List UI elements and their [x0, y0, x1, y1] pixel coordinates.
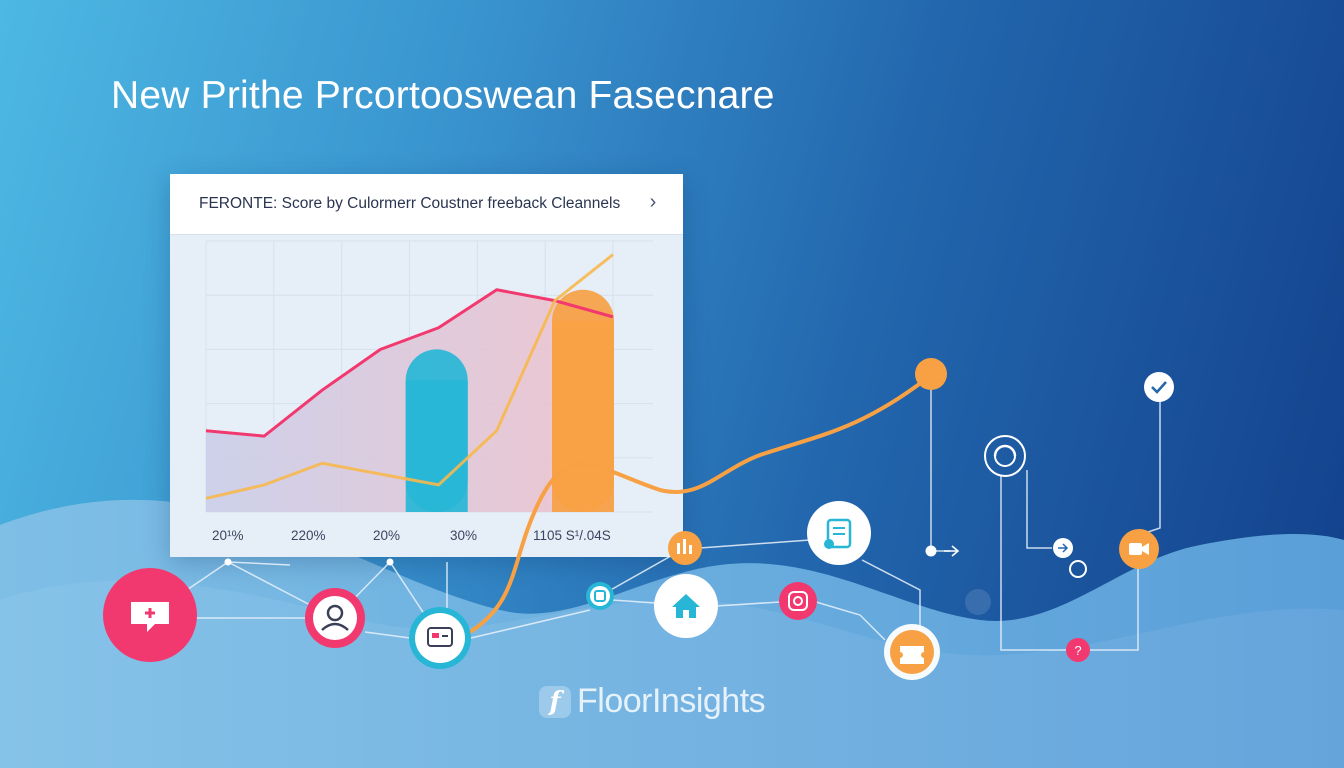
- instagram-icon[interactable]: [779, 582, 817, 620]
- bars-icon[interactable]: [668, 531, 702, 565]
- form-icon[interactable]: [409, 607, 471, 669]
- chevron-right-icon[interactable]: ›: [649, 191, 657, 213]
- trend-endpoint[interactable]: [915, 358, 947, 390]
- check-icon[interactable]: [1144, 372, 1174, 402]
- x-tick-label: 20%: [373, 528, 401, 543]
- brand: f FloorInsights: [539, 682, 766, 721]
- brand-name: FloorInsights: [577, 682, 766, 720]
- headline: New Prithe Prcortooswean Fasecnare: [111, 74, 775, 117]
- series-line: [205, 288, 614, 438]
- series-line: [205, 253, 614, 500]
- plot-area: [170, 235, 683, 557]
- card-title: FERONTE: Score by Culormerr Coustner fre…: [199, 195, 621, 212]
- ticket-icon[interactable]: [884, 624, 940, 680]
- help-icon[interactable]: ?: [1066, 638, 1090, 662]
- scan-icon[interactable]: [586, 582, 614, 610]
- bar: [405, 380, 468, 512]
- x-tick-label: 220%: [291, 528, 326, 543]
- chart: [205, 240, 653, 513]
- bar: [552, 320, 614, 512]
- home-icon[interactable]: [654, 574, 718, 638]
- x-tick-label: 20¹%: [212, 528, 244, 543]
- card-header: FERONTE: Score by Culormerr Coustner fre…: [170, 174, 683, 235]
- brand-logo-icon: f: [539, 685, 571, 718]
- video-icon[interactable]: [1119, 529, 1159, 569]
- chart-card: FERONTE: Score by Culormerr Coustner fre…: [170, 174, 683, 557]
- document-icon[interactable]: [807, 501, 871, 565]
- svg-text:?: ?: [1074, 643, 1081, 658]
- support-icon[interactable]: [984, 435, 1026, 477]
- x-tick-label: 1105 S¹/.04S: [533, 528, 611, 543]
- team-icon[interactable]: [305, 588, 365, 648]
- chat-plus-icon[interactable]: [103, 568, 197, 662]
- x-tick-label: 30%: [450, 528, 478, 543]
